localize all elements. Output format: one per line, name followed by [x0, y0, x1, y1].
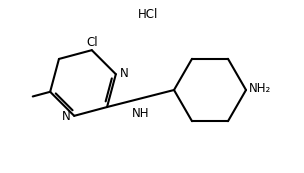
Text: N: N: [61, 110, 70, 123]
Text: Cl: Cl: [86, 36, 98, 49]
Text: NH: NH: [132, 107, 149, 120]
Text: HCl: HCl: [138, 8, 158, 21]
Text: N: N: [120, 67, 129, 80]
Text: NH₂: NH₂: [249, 83, 271, 95]
